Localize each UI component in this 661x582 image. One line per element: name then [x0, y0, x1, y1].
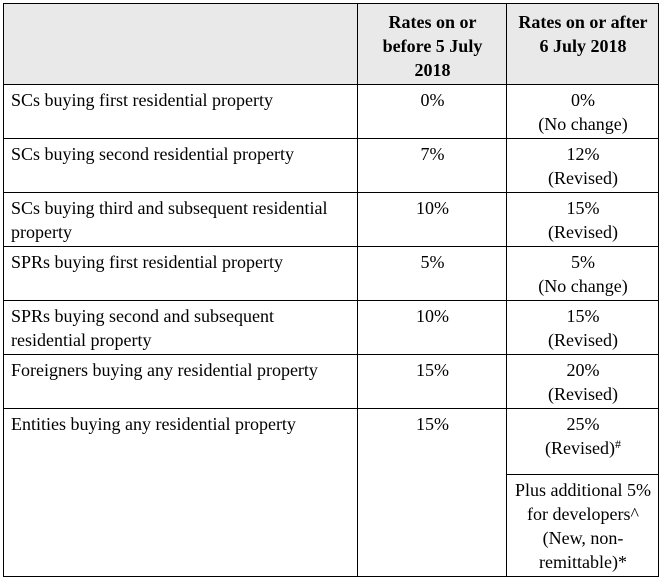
old-rate-cell: 0% [357, 84, 507, 139]
new-rate-cell: 15% (Revised) [506, 192, 659, 247]
category-cell: SCs buying second residential property [3, 138, 358, 193]
old-rate-cell: 7% [357, 138, 507, 193]
header-row: Rates on or before 5 July 2018 Rates on … [3, 3, 659, 85]
table-row: SCs buying third and subsequent resident… [3, 192, 659, 247]
category-cell: Foreigners buying any residential proper… [3, 354, 358, 409]
table-row: SCs buying first residential property 0%… [3, 84, 659, 139]
new-rate-cell: 0% (No change) [506, 84, 659, 139]
table-row: SPRs buying second and subsequent reside… [3, 300, 659, 355]
category-cell: SPRs buying second and subsequent reside… [3, 300, 358, 355]
category-cell: SCs buying third and subsequent resident… [3, 192, 358, 247]
table-row: Entities buying any residential property… [3, 408, 659, 577]
new-rate-cell: 25% (Revised)# [506, 408, 659, 475]
developer-additional-rate: Plus additional 5% for developers^ [515, 480, 651, 524]
table-row: Foreigners buying any residential proper… [3, 354, 659, 409]
rate-change-note: (No change) [538, 114, 628, 134]
new-rate-value: 25% [566, 414, 600, 434]
rate-change-note: (Revised)# [514, 436, 652, 460]
developer-rate-note: (New, non-remittable)* [539, 528, 627, 572]
new-rate-cell: 20% (Revised) [506, 354, 659, 409]
old-rate-cell: 15% [357, 354, 507, 409]
category-cell: SCs buying first residential property [3, 84, 358, 139]
old-rate-cell: 10% [357, 192, 507, 247]
rate-change-note: (Revised) [548, 384, 618, 404]
developer-additional-rate-cell: Plus additional 5% for developers^ (New,… [506, 474, 659, 577]
new-rate-cell: 12% (Revised) [506, 138, 659, 193]
rate-change-note-text: (Revised) [545, 438, 615, 458]
new-rate-value: 20% [566, 360, 600, 380]
header-corner-cell [3, 3, 358, 85]
new-rate-cell: 15% (Revised) [506, 300, 659, 355]
old-rate-cell: 5% [357, 246, 507, 301]
absd-rates-table: Rates on or before 5 July 2018 Rates on … [3, 3, 659, 577]
header-rates-after: Rates on or after 6 July 2018 [506, 3, 659, 85]
rate-change-note: (Revised) [548, 222, 618, 242]
rate-change-note: (Revised) [548, 168, 618, 188]
header-rates-before: Rates on or before 5 July 2018 [357, 3, 507, 85]
new-rate-value: 12% [566, 144, 600, 164]
rate-change-note: (No change) [538, 276, 628, 296]
old-rate-cell: 10% [357, 300, 507, 355]
new-rate-value: 5% [571, 252, 595, 272]
new-rate-value: 15% [566, 306, 600, 326]
new-rate-cell: 5% (No change) [506, 246, 659, 301]
footnote-mark: # [614, 437, 621, 451]
table-header: Rates on or before 5 July 2018 Rates on … [3, 3, 659, 85]
new-rate-value: 15% [566, 198, 600, 218]
table-row: SPRs buying first residential property 5… [3, 246, 659, 301]
table-row: SCs buying second residential property 7… [3, 138, 659, 193]
old-rate-cell: 15% [357, 408, 507, 577]
category-cell: SPRs buying first residential property [3, 246, 358, 301]
table-row-developer: Plus additional 5% for developers^ (New,… [4, 474, 659, 577]
category-cell: Entities buying any residential property [3, 408, 358, 577]
rate-change-note: (Revised) [548, 330, 618, 350]
new-rate-value: 0% [571, 90, 595, 110]
table-body: SCs buying first residential property 0%… [3, 84, 659, 577]
